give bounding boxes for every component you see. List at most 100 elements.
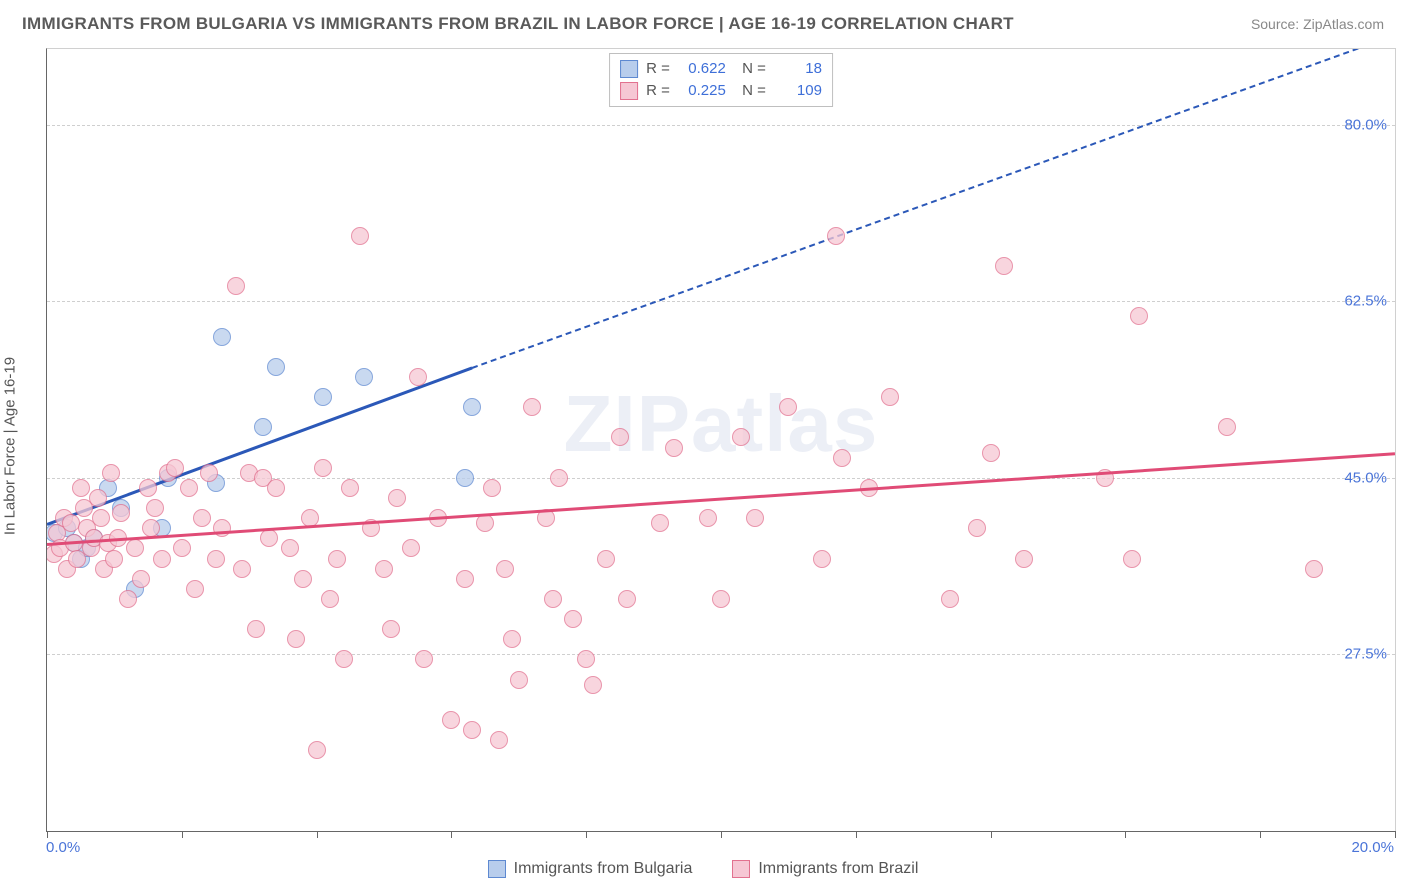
data-point-brazil (732, 428, 750, 446)
n-value: 109 (774, 80, 822, 102)
x-tick (1260, 831, 1261, 838)
data-point-brazil (584, 676, 602, 694)
data-point-brazil (577, 650, 595, 668)
data-point-brazil (139, 479, 157, 497)
data-point-brazil (287, 630, 305, 648)
data-point-brazil (618, 590, 636, 608)
legend-item-bulgaria: Immigrants from Bulgaria (488, 860, 693, 878)
data-point-brazil (341, 479, 359, 497)
data-point-bulgaria (213, 328, 231, 346)
r-value: 0.225 (678, 80, 726, 102)
legend-item-brazil: Immigrants from Brazil (732, 860, 918, 878)
y-tick-label: 45.0% (1344, 469, 1387, 486)
data-point-brazil (105, 550, 123, 568)
y-tick-label: 80.0% (1344, 116, 1387, 133)
y-axis-label: In Labor Force | Age 16-19 (2, 357, 19, 535)
data-point-brazil (611, 428, 629, 446)
data-point-brazil (180, 479, 198, 497)
correlation-row-brazil: R = 0.225 N = 109 (620, 80, 822, 102)
data-point-brazil (995, 257, 1013, 275)
data-point-brazil (496, 560, 514, 578)
n-value: 18 (774, 58, 822, 80)
data-point-brazil (89, 489, 107, 507)
data-point-brazil (833, 449, 851, 467)
data-point-bulgaria (463, 398, 481, 416)
bottom-legend: Immigrants from Bulgaria Immigrants from … (0, 860, 1406, 878)
data-point-brazil (402, 539, 420, 557)
data-point-bulgaria (254, 418, 272, 436)
data-point-brazil (92, 509, 110, 527)
data-point-brazil (126, 539, 144, 557)
data-point-brazil (132, 570, 150, 588)
data-point-brazil (233, 560, 251, 578)
gridline (47, 301, 1395, 302)
plot-area: ZIPatlas R = 0.622 N = 18R = 0.225 N = 1… (47, 49, 1395, 831)
y-tick-label: 27.5% (1344, 646, 1387, 663)
data-point-brazil (827, 227, 845, 245)
x-tick (586, 831, 587, 838)
data-point-brazil (119, 590, 137, 608)
data-point-bulgaria (314, 388, 332, 406)
x-tick (856, 831, 857, 838)
data-point-brazil (712, 590, 730, 608)
data-point-brazil (550, 469, 568, 487)
data-point-brazil (62, 514, 80, 532)
data-point-brazil (813, 550, 831, 568)
data-point-brazil (564, 610, 582, 628)
y-tick-label: 62.5% (1344, 293, 1387, 310)
data-point-brazil (442, 711, 460, 729)
data-point-brazil (173, 539, 191, 557)
data-point-brazil (779, 398, 797, 416)
legend-label: Immigrants from Brazil (758, 860, 918, 878)
data-point-brazil (260, 529, 278, 547)
data-point-brazil (1123, 550, 1141, 568)
data-point-brazil (186, 580, 204, 598)
data-point-brazil (597, 550, 615, 568)
data-point-brazil (328, 550, 346, 568)
data-point-brazil (665, 439, 683, 457)
r-label: R = (646, 58, 670, 80)
data-point-brazil (1130, 307, 1148, 325)
data-point-brazil (335, 650, 353, 668)
legend-swatch (620, 60, 638, 78)
data-point-brazil (544, 590, 562, 608)
x-tick (47, 831, 48, 838)
data-point-brazil (881, 388, 899, 406)
n-label: N = (734, 58, 766, 80)
data-point-brazil (375, 560, 393, 578)
data-point-brazil (503, 630, 521, 648)
data-point-bulgaria (355, 368, 373, 386)
data-point-brazil (351, 227, 369, 245)
data-point-brazil (112, 504, 130, 522)
data-point-brazil (267, 479, 285, 497)
data-point-brazil (314, 459, 332, 477)
data-point-brazil (456, 570, 474, 588)
trend-line (47, 367, 472, 526)
x-tick (451, 831, 452, 838)
data-point-brazil (523, 398, 541, 416)
r-label: R = (646, 80, 670, 102)
legend-label: Immigrants from Bulgaria (514, 860, 693, 878)
data-point-brazil (321, 590, 339, 608)
correlation-legend: R = 0.622 N = 18R = 0.225 N = 109 (609, 53, 833, 107)
data-point-brazil (166, 459, 184, 477)
legend-swatch (620, 82, 638, 100)
data-point-brazil (1218, 418, 1236, 436)
data-point-brazil (968, 519, 986, 537)
data-point-brazil (463, 721, 481, 739)
data-point-brazil (982, 444, 1000, 462)
chart-title: IMMIGRANTS FROM BULGARIA VS IMMIGRANTS F… (22, 14, 1014, 34)
x-tick-label: 0.0% (46, 839, 80, 856)
x-tick (1125, 831, 1126, 838)
data-point-brazil (382, 620, 400, 638)
correlation-chart: ZIPatlas R = 0.622 N = 18R = 0.225 N = 1… (46, 48, 1396, 832)
data-point-brazil (409, 368, 427, 386)
correlation-row-bulgaria: R = 0.622 N = 18 (620, 58, 822, 80)
legend-swatch (732, 860, 750, 878)
data-point-brazil (72, 479, 90, 497)
data-point-brazil (207, 550, 225, 568)
source-attribution: Source: ZipAtlas.com (1251, 16, 1384, 32)
gridline (47, 654, 1395, 655)
data-point-brazil (490, 731, 508, 749)
data-point-bulgaria (267, 358, 285, 376)
